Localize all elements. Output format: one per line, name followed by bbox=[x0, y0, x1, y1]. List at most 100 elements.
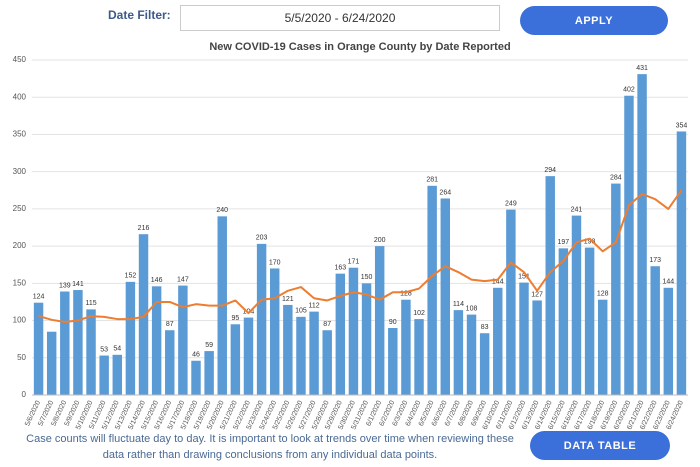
data-label: 203 bbox=[256, 235, 268, 242]
bar bbox=[243, 317, 254, 395]
bar bbox=[165, 330, 175, 395]
bar bbox=[453, 310, 464, 395]
data-label: 216 bbox=[138, 225, 150, 232]
y-tick-label: 50 bbox=[17, 353, 26, 362]
bar bbox=[479, 333, 490, 395]
y-tick-label: 400 bbox=[13, 92, 27, 101]
bar bbox=[624, 95, 634, 395]
bar bbox=[46, 331, 57, 395]
bar bbox=[466, 314, 477, 395]
bar bbox=[571, 215, 582, 395]
data-label: 264 bbox=[439, 189, 451, 196]
data-label: 241 bbox=[571, 206, 583, 213]
data-label: 147 bbox=[177, 276, 189, 283]
bar bbox=[335, 273, 346, 395]
bar bbox=[309, 311, 319, 395]
data-label: 171 bbox=[348, 259, 360, 266]
data-label: 200 bbox=[374, 237, 386, 244]
bar bbox=[348, 267, 359, 395]
data-label: 124 bbox=[33, 294, 45, 301]
data-label: 83 bbox=[481, 324, 489, 331]
bar bbox=[230, 324, 241, 395]
bar bbox=[374, 246, 385, 395]
data-label: 87 bbox=[166, 321, 174, 328]
data-label: 53 bbox=[100, 346, 108, 353]
data-label: 151 bbox=[518, 273, 530, 280]
data-label: 105 bbox=[295, 308, 307, 315]
data-label: 46 bbox=[192, 352, 200, 359]
data-label: 87 bbox=[323, 321, 331, 328]
footnote: Case counts will fluctuate day to day. I… bbox=[26, 433, 514, 461]
bar bbox=[611, 183, 621, 395]
data-label: 144 bbox=[662, 279, 674, 286]
y-tick-label: 200 bbox=[13, 241, 27, 250]
data-label: 249 bbox=[505, 200, 517, 207]
data-label: 170 bbox=[269, 259, 281, 266]
bar bbox=[597, 299, 608, 395]
data-label: 121 bbox=[282, 296, 294, 303]
data-label: 150 bbox=[361, 274, 373, 281]
bar bbox=[650, 266, 660, 395]
bar bbox=[414, 319, 424, 395]
data-label: 102 bbox=[413, 310, 425, 317]
bar bbox=[99, 355, 109, 395]
data-label: 54 bbox=[113, 346, 121, 353]
y-tick-label: 350 bbox=[13, 130, 27, 139]
data-label: 402 bbox=[623, 87, 635, 94]
data-label: 152 bbox=[125, 273, 137, 280]
data-label: 198 bbox=[584, 238, 596, 245]
bar bbox=[532, 300, 542, 395]
bar bbox=[283, 304, 293, 395]
data-label: 294 bbox=[544, 167, 556, 174]
y-tick-label: 300 bbox=[13, 167, 27, 176]
bar bbox=[519, 282, 529, 395]
bar bbox=[296, 316, 306, 395]
data-label: 59 bbox=[205, 342, 213, 349]
bar bbox=[493, 287, 503, 395]
apply-button[interactable]: APPLY bbox=[520, 6, 668, 35]
bar bbox=[506, 209, 516, 395]
data-label: 146 bbox=[151, 277, 163, 284]
bar bbox=[86, 309, 96, 395]
bar bbox=[112, 354, 123, 395]
y-tick-label: 100 bbox=[13, 316, 27, 325]
filter-label: Date Filter: bbox=[108, 8, 171, 22]
average-line bbox=[38, 189, 683, 324]
bar bbox=[125, 281, 136, 395]
bar bbox=[558, 248, 569, 395]
bar bbox=[256, 243, 267, 395]
bar bbox=[401, 299, 411, 395]
date-filter-input[interactable]: 5/5/2020 - 6/24/2020 bbox=[180, 5, 500, 31]
data-label: 240 bbox=[216, 207, 228, 214]
data-label: 354 bbox=[676, 122, 688, 129]
bar bbox=[676, 131, 687, 395]
bar bbox=[204, 351, 214, 395]
bar bbox=[440, 198, 451, 395]
data-label: 127 bbox=[531, 291, 543, 298]
bar bbox=[361, 283, 372, 395]
bar bbox=[191, 360, 201, 395]
data-label: 128 bbox=[400, 291, 412, 298]
bar bbox=[427, 185, 437, 395]
bar bbox=[269, 268, 280, 395]
data-label: 139 bbox=[59, 282, 71, 289]
data-label: 115 bbox=[85, 300, 96, 307]
data-table-button[interactable]: DATA TABLE bbox=[530, 431, 670, 460]
bar bbox=[388, 328, 398, 395]
bar bbox=[178, 285, 188, 395]
bar bbox=[584, 247, 595, 395]
bar bbox=[545, 176, 555, 395]
bar bbox=[33, 302, 44, 395]
data-label: 108 bbox=[466, 305, 478, 312]
data-label: 197 bbox=[558, 239, 570, 246]
data-label: 173 bbox=[649, 257, 661, 264]
data-label: 90 bbox=[389, 319, 397, 326]
data-label: 128 bbox=[597, 291, 609, 298]
data-label: 112 bbox=[308, 302, 319, 309]
chart: New COVID-19 Cases in Orange County by D… bbox=[13, 41, 688, 430]
data-label: 163 bbox=[334, 264, 346, 271]
data-label: 114 bbox=[453, 301, 464, 308]
bar bbox=[663, 287, 674, 395]
data-label: 431 bbox=[636, 65, 648, 72]
